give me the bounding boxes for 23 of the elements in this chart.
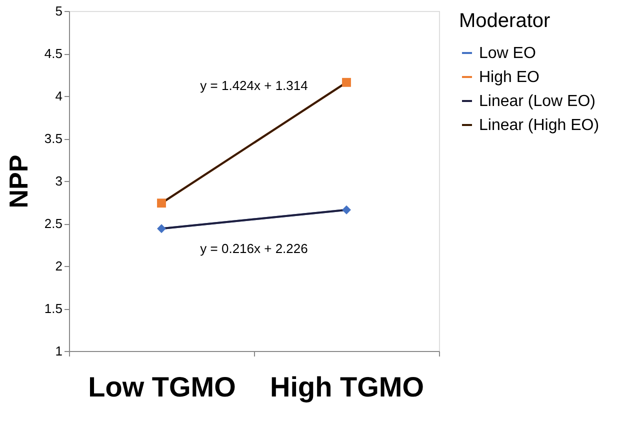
x-tick-label: High TGMO <box>270 372 424 402</box>
y-tick-label: 3.5 <box>44 131 62 146</box>
point <box>342 78 351 87</box>
y-tick-label: 2 <box>55 258 62 274</box>
y-tick-label: 1 <box>55 344 62 358</box>
annotation: y = 1.424x + 1.314 <box>200 78 308 93</box>
legend-label: High EO <box>479 69 540 86</box>
legend-label: Linear (High EO) <box>479 117 600 134</box>
x-tick-label: Low TGMO <box>88 372 236 402</box>
legend-title: Moderator <box>459 10 550 32</box>
y-tick-label: 2.5 <box>44 216 62 231</box>
y-tick-label: 4 <box>55 88 62 104</box>
legend-label: Linear (Low EO) <box>479 93 596 110</box>
y-tick-label: 1.5 <box>44 301 62 316</box>
y-tick-label: 5 <box>55 4 62 18</box>
point <box>157 224 166 234</box>
y-tick-label: 4.5 <box>44 46 62 61</box>
legend-label: Low EO <box>479 45 536 62</box>
annotation: y = 0.216x + 2.226 <box>200 241 308 256</box>
point <box>157 198 166 208</box>
y-tick-label: 3 <box>55 174 62 188</box>
y-axis-title: NPP <box>3 154 34 208</box>
point <box>342 205 351 214</box>
